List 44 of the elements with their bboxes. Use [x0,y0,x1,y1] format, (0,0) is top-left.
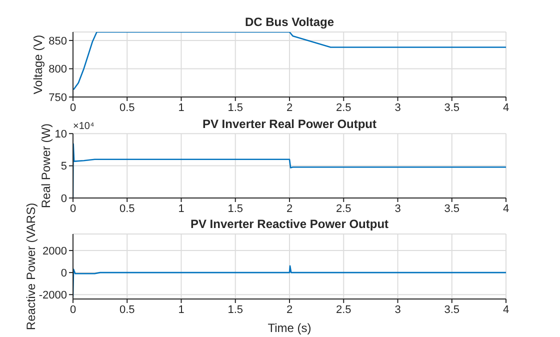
x-tick-label: 2 [286,102,293,114]
x-tick-label: 0 [70,202,76,215]
y-tick-label: -2000 [38,290,67,302]
x-tick-label: 1 [178,202,184,215]
x-tick-label: 4 [502,304,510,316]
y-axis-title: Real Power (W) [39,123,53,208]
x-tick-label: 0.5 [119,202,135,215]
y-tick-label: 5 [60,160,67,173]
x-tick-label: 1.5 [228,202,244,215]
y-axis-title: Reactive Power (VARS) [24,202,38,330]
x-tick-label: 4 [502,102,510,114]
x-tick-label: 1.5 [228,102,244,114]
x-tick-label: 3 [394,304,401,316]
y-axis-title: Voltage (V) [31,34,45,94]
x-tick-label: 2.5 [336,202,352,215]
x-axis-title: Time (s) [268,321,312,335]
x-tick-label: 0 [70,102,76,114]
chart-title: PV Inverter Real Power Output [202,116,377,131]
x-tick-label: 2.5 [336,102,352,114]
chart-title: DC Bus Voltage [244,15,336,29]
x-tick-label: 0.5 [119,304,135,316]
y-tick-label: 850 [48,35,67,48]
y-tick-label: 2000 [42,245,67,258]
x-tick-label: 4 [502,202,510,215]
x-tick-label: 3 [394,202,401,215]
text: ×10⁴ [73,120,94,132]
y-tick-label: 750 [48,92,67,104]
x-tick-label: 1.5 [228,304,244,316]
x-tick-label: 3.5 [444,202,460,215]
x-tick-label: 0.5 [119,102,135,114]
chart-title: PV Inverter Reactive Power Output [189,217,390,231]
y-tick-label: 0 [60,192,67,205]
x-tick-label: 2.5 [336,304,352,316]
x-tick-label: 3 [394,102,401,114]
x-tick-label: 0 [70,304,76,316]
x-tick-label: 3.5 [444,304,460,316]
x-tick-label: 1 [178,102,184,114]
x-tick-label: 3.5 [444,102,460,114]
x-tick-label: 1 [178,304,184,316]
x-tick-label: 2 [286,202,293,215]
y-tick-label: 0 [60,267,67,280]
y-tick-label: 800 [48,64,67,76]
x-tick-label: 2 [286,304,293,316]
y-tick-label: 10 [54,128,67,141]
